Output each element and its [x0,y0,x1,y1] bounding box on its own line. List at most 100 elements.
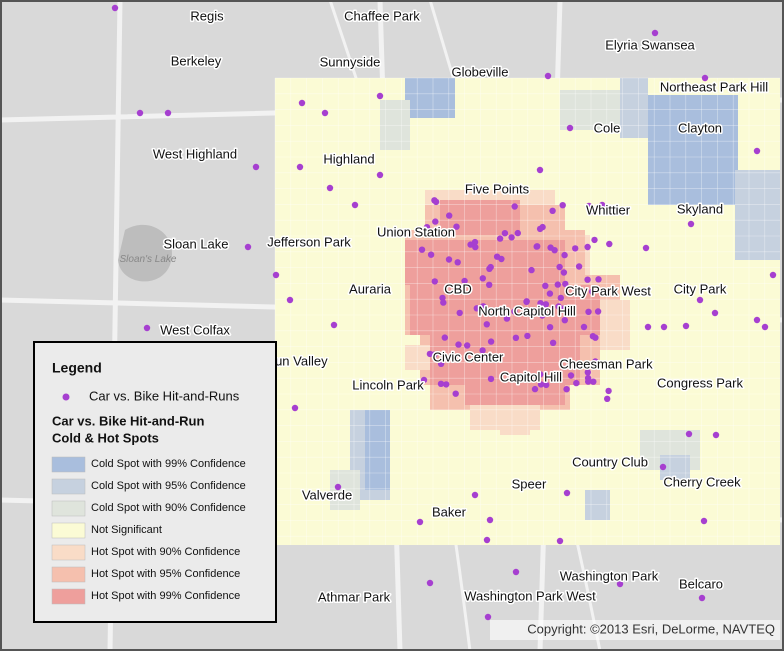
incident-point [549,339,557,346]
incident-point [445,256,453,263]
incident-point [660,323,668,331]
incident-point [584,276,591,283]
place-label: Country Club [572,454,648,469]
incident-point [685,430,693,438]
incident-point [701,74,709,82]
incident-point [351,201,359,209]
incident-point [472,243,479,251]
incident-point [537,300,544,307]
incident-point [423,224,431,231]
incident-point [432,198,440,206]
lake [118,224,172,282]
incident-point [480,303,487,310]
incident-point [556,537,564,545]
incident-point [567,372,575,379]
legend-class-label: Cold Spot with 99% Confidence [91,458,246,470]
place-label: Belcaro [679,576,723,591]
incident-point [769,271,777,279]
legend-swatch [51,588,86,605]
incident-point [484,613,492,621]
place-label: Speer [512,476,547,491]
incident-point [501,230,509,237]
incident-point [334,483,342,491]
incident-point [589,333,597,340]
incident-point [426,579,434,587]
incident-point [376,92,384,100]
legend-class-label: Cold Spot with 90% Confidence [91,502,246,514]
legend-class-label: Hot Spot with 95% Confidence [91,568,240,580]
place-label: Jefferson Park [267,234,351,249]
incident-point [508,234,515,241]
incident-point [543,381,550,389]
incident-point [554,281,561,288]
lake-label: Sloan's Lake [120,254,177,265]
incident-point [252,163,260,171]
incident-point [467,241,474,248]
legend: Legend Car vs. Bike Hit-and-Runs Car vs.… [33,341,277,623]
incident-point [440,299,447,306]
incident-point [682,322,690,330]
incident-point [479,347,486,354]
hotspot-cell [585,490,610,520]
incident-point [298,99,306,107]
legend-point-label: Car vs. Bike Hit-and-Runs [89,388,240,403]
place-label: CBD [444,281,471,296]
place-label: Sun Valley [266,353,328,368]
incident-point [441,334,448,341]
place-label: Northeast Park Hill [660,79,768,94]
hotspot-cell [365,410,390,490]
incident-point [326,184,334,192]
incident-point [534,243,541,250]
incident-point [431,278,438,285]
incident-point [542,282,549,289]
legend-title: Legend [52,360,102,376]
place-label: Civic Center [433,349,504,364]
hotspot-cell [560,90,620,130]
legend-swatch [51,500,86,517]
incident-point [461,277,468,285]
copyright: Copyright: ©2013 Esri, DeLorme, NAVTEQ [527,621,775,636]
incident-point [487,338,495,345]
place-label: Congress Park [657,375,743,390]
place-label: Lincoln Park [352,377,424,392]
incident-point [486,265,493,272]
place-label: Regis [190,8,224,23]
place-labels: Regis Chaffee Park Elyria Swansea Berkel… [151,7,769,606]
hotspot-cell [440,200,520,235]
incident-point [554,376,561,383]
incident-point [536,166,544,174]
place-label: Cherry Creek [663,474,741,489]
hotspot-cell [600,300,630,350]
incident-point [599,201,606,209]
incident-point [418,246,426,253]
incident-point [452,390,459,397]
incident-point [561,251,568,259]
incident-point [286,296,294,304]
incident-point [330,321,338,329]
incident-point [143,324,151,332]
hotspot-cell [330,470,360,510]
incident-point [427,251,435,258]
legend-section-title: Cold & Hot Spots [52,430,159,445]
incident-point [512,334,520,341]
incident-point [546,290,554,297]
incident-point [594,308,602,315]
incident-point [453,223,460,230]
incident-point [487,375,495,383]
incident-point [560,305,567,312]
incident-point [523,298,530,305]
incident-point [589,288,596,295]
incident-point [376,171,384,179]
place-label: Sloan Lake [163,236,228,251]
place-label: Globeville [451,64,508,79]
incident-point [483,536,491,544]
place-label: Whittier [586,202,631,217]
incident-point [698,594,706,602]
incident-point [606,240,613,248]
legend-class-label: Hot Spot with 99% Confidence [91,590,240,602]
legend-point [62,393,70,401]
place-label: Auraria [349,281,392,296]
incident-point [514,229,521,237]
